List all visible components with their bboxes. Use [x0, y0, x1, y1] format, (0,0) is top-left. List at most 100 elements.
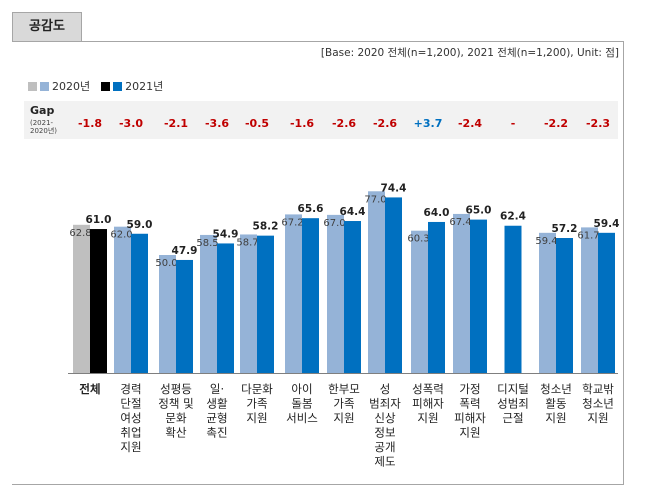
bar-2021-11	[556, 238, 573, 373]
gap-band	[24, 101, 618, 139]
bar-2020-7	[368, 191, 385, 373]
category-label-7-4: 공개	[374, 440, 395, 454]
value-label-2021-1: 59.0	[127, 219, 153, 231]
category-label-9-0: 가정	[459, 382, 480, 396]
category-label-2-0: 성평등	[160, 382, 192, 396]
bar-2021-9	[470, 219, 487, 373]
category-label-9-2: 피해자	[454, 411, 486, 425]
gap-value-2: -2.1	[164, 117, 188, 130]
category-label-10-2: 근절	[502, 411, 523, 425]
value-label-2020-5: 67.2	[281, 217, 303, 228]
chart-frame	[12, 41, 624, 485]
category-label-3-1: 생활	[206, 397, 228, 411]
bar-2020-0	[73, 224, 90, 373]
bar-2020-12	[581, 227, 598, 373]
category-label-5-0: 아이	[291, 382, 312, 396]
gap-value-10: -	[511, 117, 516, 130]
category-label-3-0: 일·	[210, 382, 224, 396]
category-label-6-0: 한부모	[328, 382, 360, 396]
value-label-2021-6: 64.4	[340, 206, 366, 218]
category-label-3-3: 촉진	[206, 426, 227, 440]
category-label-8-1: 피해자	[412, 397, 444, 411]
value-label-2020-0: 62.8	[69, 228, 91, 239]
tab-empathy[interactable]: 공감도	[12, 12, 82, 41]
value-label-2021-5: 65.6	[298, 203, 324, 215]
category-label-0-0: 전체	[79, 382, 100, 396]
category-label-2-2: 문화	[165, 411, 187, 425]
category-label-7-2: 신상	[374, 411, 396, 425]
category-label-6-1: 가족	[333, 397, 354, 411]
bar-2021-6	[344, 221, 361, 373]
bar-2021-7	[385, 197, 402, 373]
value-label-2020-11: 59.4	[535, 236, 557, 247]
bar-2021-10	[504, 225, 522, 373]
gap-subtitle-line2: 2020년)	[30, 127, 57, 135]
category-label-4-0: 다문화	[241, 382, 273, 396]
value-label-2020-2: 50.0	[155, 258, 177, 269]
gap-value-1: -3.0	[119, 117, 143, 130]
bar-2020-11	[539, 232, 556, 373]
gap-value-4: -0.5	[245, 117, 269, 130]
gap-value-6: -2.6	[332, 117, 356, 130]
category-label-7-1: 범죄자	[369, 397, 401, 411]
bar-2020-1	[114, 226, 131, 373]
value-label-2020-8: 60.3	[407, 234, 429, 245]
legend-swatch-2020	[40, 81, 49, 91]
bar-2021-3	[217, 243, 234, 373]
bar-2021-2	[176, 259, 193, 373]
bar-2021-4	[257, 235, 274, 373]
value-label-2021-12: 59.4	[594, 218, 620, 230]
category-label-7-3: 정보	[374, 426, 395, 440]
category-label-2-3: 확산	[165, 426, 187, 440]
bar-2020-6	[327, 214, 344, 373]
legend-label-2020: 2020년	[52, 80, 91, 93]
category-label-4-1: 가족	[246, 397, 267, 411]
category-label-2-1: 정책 및	[158, 397, 193, 411]
bar-2020-3	[200, 234, 217, 373]
category-label-3-2: 균형	[206, 411, 227, 425]
bar-2020-2	[159, 255, 176, 373]
category-label-8-2: 지원	[417, 411, 438, 425]
category-label-5-1: 돌봄	[291, 397, 312, 411]
bar-2021-0	[90, 229, 107, 373]
legend-swatch-black	[101, 81, 111, 91]
gap-subtitle: (2021- 2020년)	[30, 119, 57, 135]
category-label-1-2: 여성	[120, 411, 141, 425]
gap-value-5: -1.6	[290, 117, 314, 130]
bar-2021-12	[598, 232, 615, 373]
gap-value-9: -2.4	[458, 117, 482, 130]
legend-swatch-2021	[113, 81, 123, 91]
value-label-2021-9: 65.0	[466, 205, 492, 217]
bar-2021-1	[131, 233, 148, 373]
bar-2020-8	[411, 230, 428, 373]
category-label-10-0: 디지털	[497, 382, 529, 396]
value-label-2020-3: 58.5	[196, 238, 218, 249]
category-label-6-2: 지원	[333, 411, 354, 425]
value-label-2021-4: 58.2	[253, 221, 279, 233]
bar-2021-5	[302, 218, 319, 373]
value-label-2021-7: 74.4	[381, 182, 407, 194]
category-label-10-1: 성범죄	[497, 397, 529, 411]
category-label-4-2: 지원	[246, 411, 267, 425]
value-label-2020-7: 77.0	[364, 194, 386, 205]
category-label-7-5: 제도	[374, 455, 395, 469]
legend: 2020년 2021년	[28, 78, 163, 94]
category-label-11-0: 청소년	[540, 382, 572, 396]
category-label-7-0: 성	[380, 382, 391, 396]
category-label-12-2: 지원	[587, 411, 608, 425]
base-note: [Base: 2020 전체(n=1,200), 2021 전체(n=1,200…	[320, 47, 619, 59]
value-label-2021-3: 54.9	[213, 228, 239, 240]
legend-swatch-gray	[28, 81, 37, 91]
value-label-2020-12: 61.7	[577, 230, 599, 241]
category-label-9-3: 지원	[459, 426, 480, 440]
category-label-11-2: 지원	[545, 411, 566, 425]
bar-2020-9	[453, 213, 470, 373]
value-label-2020-4: 58.7	[236, 237, 258, 248]
value-label-2021-8: 64.0	[424, 207, 450, 219]
category-label-5-2: 서비스	[286, 411, 318, 425]
gap-value-11: -2.2	[544, 117, 568, 130]
category-label-1-3: 취업	[120, 426, 141, 440]
category-label-11-1: 활동	[545, 397, 566, 411]
category-label-12-1: 청소년	[582, 397, 614, 411]
